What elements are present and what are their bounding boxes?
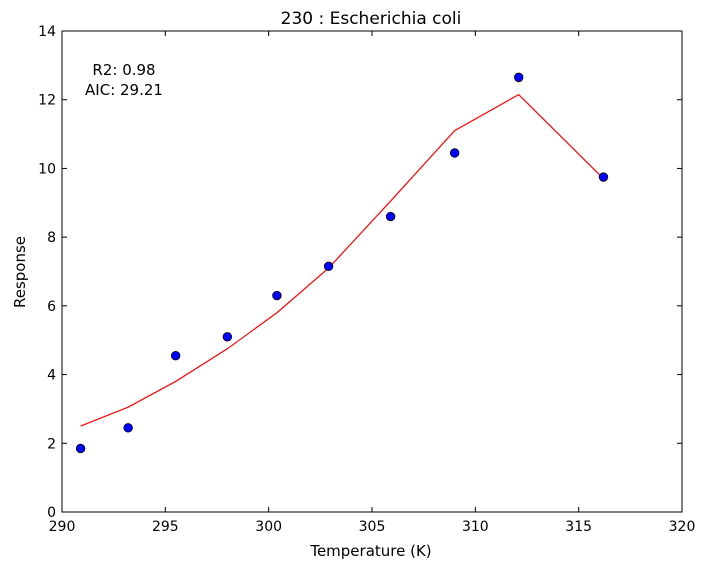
x-tick-label: 305 bbox=[359, 519, 386, 535]
r2-annotation: R2: 0.98 bbox=[92, 61, 155, 79]
y-tick-label: 10 bbox=[38, 161, 56, 177]
data-point bbox=[222, 332, 233, 342]
y-tick-label: 6 bbox=[47, 299, 56, 315]
y-tick-label: 2 bbox=[47, 436, 56, 452]
aic-annotation: AIC: 29.21 bbox=[85, 81, 163, 99]
x-tick-label: 295 bbox=[152, 519, 179, 535]
data-point bbox=[598, 172, 609, 182]
data-point bbox=[385, 211, 396, 222]
data-point bbox=[123, 423, 133, 433]
y-tick-label: 0 bbox=[47, 505, 56, 521]
x-axis-label: Temperature (K) bbox=[309, 542, 431, 560]
x-tick-label: 320 bbox=[669, 519, 696, 535]
y-axis-label: Response bbox=[11, 236, 29, 308]
data-point bbox=[514, 72, 524, 83]
x-tick-label: 310 bbox=[462, 519, 489, 535]
x-tick-label: 300 bbox=[255, 519, 282, 535]
chart-title: 230 : Escherichia coli bbox=[281, 9, 462, 29]
x-tick-label: 290 bbox=[49, 519, 76, 535]
y-tick-label: 14 bbox=[38, 24, 56, 40]
plot-area: 290 295 300 305 310 315 320 0 2 4 6 8 10 12 14 bbox=[38, 24, 695, 535]
plot-frame bbox=[61, 30, 683, 513]
x-tick-label: 315 bbox=[565, 519, 592, 535]
data-point bbox=[272, 290, 282, 301]
data-point bbox=[323, 261, 334, 272]
y-tick-label: 8 bbox=[47, 230, 56, 246]
data-point bbox=[449, 148, 460, 158]
y-tick-label: 4 bbox=[47, 368, 56, 384]
fit-line bbox=[80, 93, 604, 427]
data-point bbox=[75, 443, 86, 454]
data-point bbox=[170, 350, 181, 361]
y-tick-label: 12 bbox=[38, 93, 56, 109]
